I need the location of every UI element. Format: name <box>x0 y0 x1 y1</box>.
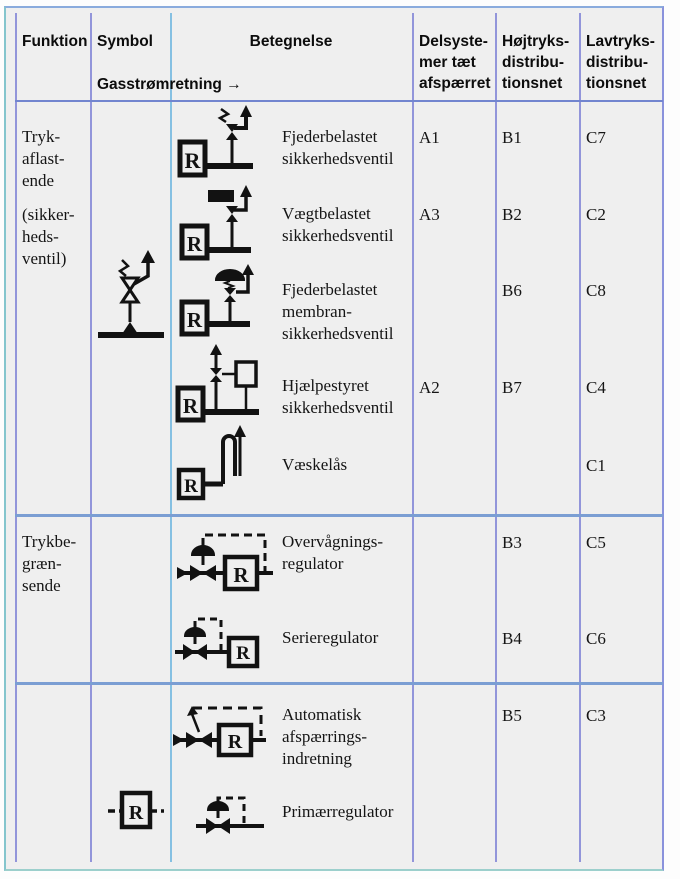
automatic-shutoff-device-icon: R <box>173 706 266 758</box>
hojtryk-row3: B6 <box>502 281 522 300</box>
delsystemer-row2: A3 <box>419 205 440 224</box>
betegnelse-row6: Overvågnings- regulator <box>282 532 384 573</box>
group-divider <box>15 682 663 685</box>
delsystemer-row4: A2 <box>419 378 440 397</box>
betegnelse-row2: Vægtbelastet sikkerhedsventil <box>282 204 394 245</box>
lavtryk-row7: C6 <box>586 629 606 648</box>
column-divider <box>579 13 581 862</box>
hojtryk-row8: B5 <box>502 706 522 725</box>
in-line-regulator-icon: R <box>108 790 164 830</box>
betegnelse-row9: Primærregulator <box>282 802 394 821</box>
group-divider <box>15 514 663 517</box>
svg-text:R: R <box>185 148 202 173</box>
series-regulator-icon: R <box>175 617 260 669</box>
table-frame <box>4 6 664 871</box>
hojtryk-row7: B4 <box>502 629 522 648</box>
hojtryk-row4: B7 <box>502 378 522 397</box>
betegnelse-row4: Hjælpestyret sikkerhedsventil <box>282 376 394 417</box>
svg-text:R: R <box>187 308 203 332</box>
spring-loaded-safety-valve-icon: R <box>177 105 253 178</box>
lavtryk-row8: C3 <box>586 706 606 725</box>
lavtryk-row4: C4 <box>586 378 606 397</box>
spring-loaded-diaphragm-safety-valve-icon: R <box>179 264 254 337</box>
column-divider <box>170 13 172 862</box>
lavtryk-row5: C1 <box>586 456 606 475</box>
hojtryk-row6: B3 <box>502 533 522 552</box>
header-hojtryk: Højtryks- distribu- tionsnet <box>502 33 570 92</box>
relief-valve-with-vent-arrow-icon <box>98 250 164 338</box>
hojtryk-row2: B2 <box>502 205 522 224</box>
delsystemer-row1: A1 <box>419 128 440 147</box>
betegnelse-row1: Fjederbelastet sikkerhedsventil <box>282 127 394 168</box>
header-symbol: Symbol <box>97 33 153 50</box>
header-lavtryk: Lavtryks- distribu- tionsnet <box>586 33 655 92</box>
svg-text:R: R <box>184 476 198 497</box>
svg-text:R: R <box>228 731 243 753</box>
lavtryk-row6: C5 <box>586 533 606 552</box>
lavtryk-row1: C7 <box>586 128 606 147</box>
funktion-sikkerhedsventil: (sikker- heds- ventil) <box>22 205 75 268</box>
svg-text:R: R <box>233 563 249 587</box>
column-divider <box>90 13 92 862</box>
betegnelse-row5: Væskelås <box>282 455 348 474</box>
gas-flow-direction-label: Gasstrømretning → <box>97 76 242 93</box>
betegnelse-row3: Fjederbelastet membran- sikkerhedsventil <box>282 280 394 343</box>
hojtryk-row1: B1 <box>502 128 522 147</box>
pilot-operated-safety-valve-icon: R <box>175 344 259 423</box>
svg-text:R: R <box>236 643 250 664</box>
lavtryk-row3: C8 <box>586 281 606 300</box>
liquid-seal-icon: R <box>176 425 246 501</box>
svg-text:R: R <box>183 394 199 418</box>
weight-loaded-safety-valve-icon: R <box>179 185 252 261</box>
betegnelse-row8: Automatisk afspærrings- indretning <box>282 705 367 768</box>
header-funktion: Funktion <box>22 33 88 50</box>
header-delsystemer: Delsyste- mer tæt afspærret <box>419 33 491 92</box>
header-divider <box>15 100 663 102</box>
lavtryk-row2: C2 <box>586 205 606 224</box>
column-divider <box>15 13 17 862</box>
primary-regulator-icon <box>196 796 264 834</box>
svg-text:R: R <box>129 802 144 824</box>
svg-text:R: R <box>187 232 203 256</box>
column-divider <box>495 13 497 862</box>
monitoring-regulator-icon: R <box>177 533 273 592</box>
header-betegnelse: Betegnelse <box>249 33 333 50</box>
column-divider <box>412 13 414 862</box>
betegnelse-row7: Serieregulator <box>282 628 379 647</box>
funktion-trykbegraensende: Trykbe- græn- sende <box>22 532 77 595</box>
funktion-trykaflastende: Tryk- aflast- ende <box>22 127 65 190</box>
